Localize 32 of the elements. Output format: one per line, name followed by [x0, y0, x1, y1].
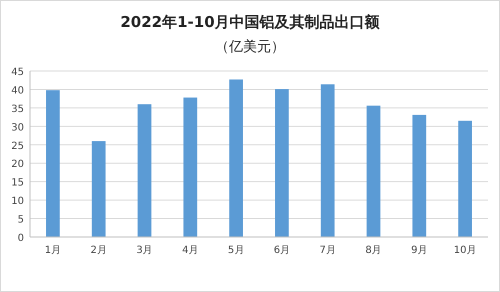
x-tick-label: 8月 [365, 245, 382, 256]
x-tick-label: 3月 [136, 245, 153, 256]
chart-subtitle: （亿美元） [215, 39, 285, 55]
bar [412, 114, 426, 237]
bar [183, 98, 198, 237]
bar [138, 104, 152, 237]
y-tick-label: 45 [11, 67, 24, 78]
bar [320, 84, 335, 237]
x-tick-label: 1月 [44, 245, 62, 256]
bar [275, 89, 289, 237]
bar [366, 106, 380, 237]
x-tick-label: 6月 [274, 245, 290, 256]
y-tick-label: 30 [11, 122, 24, 134]
y-tick-label: 25 [11, 140, 24, 152]
bar [46, 90, 60, 237]
y-tick-label: 15 [11, 178, 24, 189]
y-tick-label: 10 [11, 196, 24, 208]
bar [458, 120, 472, 237]
x-tick-label: 5月 [228, 245, 244, 256]
x-tick-label: 7月 [320, 245, 336, 256]
bar [92, 141, 106, 237]
y-tick-label: 20 [11, 159, 24, 170]
y-tick-label: 0 [18, 233, 24, 244]
y-tick-label: 5 [18, 214, 24, 226]
x-tick-label: 10月 [454, 245, 476, 256]
x-tick-label: 2月 [90, 245, 107, 256]
chart-title: 2022年1-10月中国铝及其制品出口额 [120, 13, 381, 31]
y-tick-label: 40 [11, 85, 24, 96]
x-tick-label: 9月 [411, 245, 428, 256]
y-tick-label: 35 [11, 104, 24, 115]
bar [229, 79, 243, 237]
x-tick-label: 4月 [182, 245, 198, 256]
